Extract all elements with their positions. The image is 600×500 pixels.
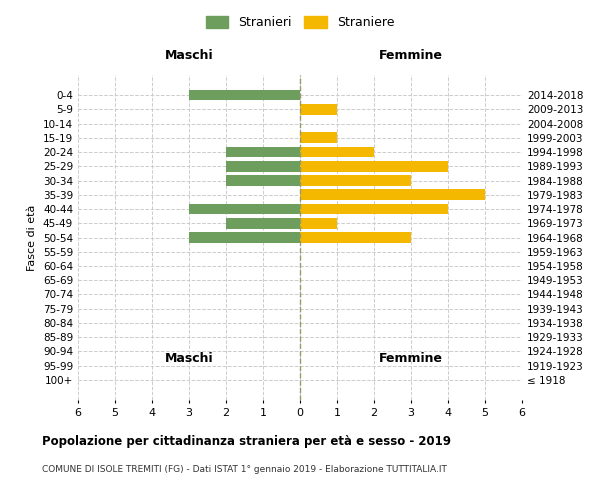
Bar xyxy=(226,161,300,172)
Bar xyxy=(300,232,411,243)
Bar xyxy=(300,190,485,200)
Text: Femmine: Femmine xyxy=(379,352,443,365)
Bar xyxy=(300,204,448,214)
Bar xyxy=(189,204,300,214)
Bar xyxy=(226,218,300,228)
Bar xyxy=(226,175,300,186)
Bar xyxy=(189,232,300,243)
Text: COMUNE DI ISOLE TREMITI (FG) - Dati ISTAT 1° gennaio 2019 - Elaborazione TUTTITA: COMUNE DI ISOLE TREMITI (FG) - Dati ISTA… xyxy=(42,465,447,474)
Bar xyxy=(189,90,300,101)
Legend: Stranieri, Straniere: Stranieri, Straniere xyxy=(201,11,399,34)
Y-axis label: Fasce di età: Fasce di età xyxy=(28,204,37,270)
Bar xyxy=(300,175,411,186)
Bar xyxy=(300,132,337,143)
Bar xyxy=(300,218,337,228)
Bar xyxy=(300,146,374,158)
Text: Maschi: Maschi xyxy=(164,352,214,365)
Text: Maschi: Maschi xyxy=(164,49,214,62)
Bar xyxy=(226,146,300,158)
Text: Popolazione per cittadinanza straniera per età e sesso - 2019: Popolazione per cittadinanza straniera p… xyxy=(42,435,451,448)
Bar xyxy=(300,104,337,115)
Text: Femmine: Femmine xyxy=(379,49,443,62)
Bar xyxy=(300,161,448,172)
